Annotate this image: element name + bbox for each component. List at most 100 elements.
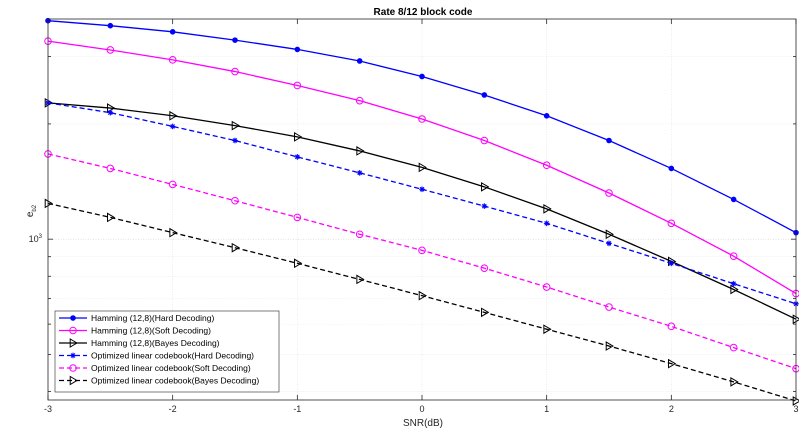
data-point	[543, 220, 550, 227]
data-point	[168, 180, 177, 189]
legend-entry: Hamming (12,8)(Bayes Decoding)	[59, 338, 220, 348]
data-point	[355, 96, 364, 105]
legend-entry: Hamming (12,8)(Soft Decoding)	[59, 326, 211, 336]
x-tick-label: -3	[44, 404, 52, 414]
series-1	[45, 17, 799, 236]
axis-ticks	[47, 19, 797, 400]
data-point	[231, 120, 240, 131]
legend-box	[54, 310, 280, 393]
y-tick-label: 103	[29, 234, 43, 244]
data-point	[107, 212, 116, 223]
data-point	[418, 246, 426, 255]
legend-label: Optimized linear codebook(Bayes Decoding…	[91, 376, 259, 386]
data-point	[481, 307, 490, 318]
data-point	[480, 136, 489, 145]
data-point	[169, 227, 178, 238]
data-point	[542, 283, 551, 291]
data-point	[69, 364, 77, 372]
data-point	[543, 112, 550, 119]
data-point	[294, 154, 301, 160]
legend-label: Hamming (12,8)(Bayes Decoding)	[91, 338, 220, 348]
y-axis-label-sub: b2	[32, 204, 38, 211]
data-point	[418, 115, 426, 123]
series-line	[47, 202, 797, 402]
data-point	[730, 376, 739, 387]
data-point	[356, 58, 363, 64]
legend-entry: Hamming (12,8)(Hard Decoding)	[59, 313, 214, 323]
legend-label: Hamming (12,8)(Soft Decoding)	[91, 326, 211, 336]
y-axis-label-base: e	[25, 211, 36, 217]
data-point	[730, 280, 737, 287]
data-point	[606, 240, 612, 247]
legend-entry: Optimized linear codebook(Bayes Decoding…	[59, 376, 259, 386]
data-point	[356, 146, 365, 156]
data-point	[294, 258, 303, 269]
data-point	[69, 326, 77, 335]
x-tick-label: 0	[419, 404, 424, 414]
legend-label: Optimized linear codebook(Hard Decoding)	[91, 351, 254, 361]
data-point	[729, 343, 738, 352]
legend-label: Hamming (12,8)(Hard Decoding)	[91, 313, 214, 323]
data-point	[44, 198, 53, 209]
data-point	[231, 242, 240, 253]
data-point	[792, 396, 799, 406]
data-point	[667, 219, 676, 228]
data-point	[605, 303, 613, 311]
data-point	[169, 28, 176, 35]
data-point	[543, 203, 552, 214]
data-point	[419, 73, 425, 80]
data-point	[542, 161, 551, 170]
x-tick-label: 3	[793, 404, 798, 414]
data-point	[232, 37, 238, 43]
y-axis-label: eb2	[25, 204, 38, 217]
data-point	[418, 290, 427, 301]
data-point	[356, 274, 365, 285]
data-point	[730, 196, 737, 203]
data-point	[70, 315, 76, 321]
data-point	[668, 260, 675, 267]
legend-entry: Optimized linear codebook(Hard Decoding)	[59, 351, 254, 361]
data-point	[106, 164, 115, 173]
x-axis-label: SNR(dB)	[403, 418, 443, 429]
x-tick-label: -1	[293, 404, 301, 414]
data-point	[605, 341, 614, 351]
data-point	[232, 137, 238, 144]
data-point	[668, 165, 675, 172]
data-point	[231, 67, 239, 76]
data-point	[481, 203, 488, 209]
data-point	[543, 324, 552, 335]
data-point	[481, 92, 488, 98]
x-tick-label: 1	[544, 404, 549, 414]
series-line	[47, 40, 797, 295]
data-point	[730, 284, 739, 295]
data-point	[69, 375, 78, 386]
data-point	[107, 103, 116, 113]
data-point	[480, 264, 489, 272]
y-tick-label-exp: 3	[39, 234, 43, 240]
data-point	[418, 162, 427, 173]
data-point	[294, 46, 301, 53]
data-point	[356, 170, 363, 176]
data-point	[729, 252, 738, 260]
x-tick-label: 2	[669, 404, 674, 414]
data-point	[169, 110, 178, 121]
x-tick-label: -2	[169, 404, 177, 414]
legend-entry: Optimized linear codebook(Soft Decoding)	[59, 363, 251, 373]
data-point	[168, 56, 177, 64]
data-point	[106, 46, 115, 54]
data-point	[107, 109, 114, 116]
series-line	[47, 153, 797, 370]
data-point	[69, 338, 78, 348]
legend: Hamming (12,8)(Hard Decoding) Hamming (12…	[54, 310, 280, 393]
data-point	[169, 123, 176, 130]
data-point	[293, 81, 302, 90]
data-point	[792, 314, 799, 325]
data-point	[107, 22, 114, 29]
svg-text:eb2: eb2	[25, 204, 38, 217]
data-point	[293, 213, 302, 222]
data-point	[606, 137, 612, 144]
chart-title: Rate 8/12 block code	[374, 7, 473, 18]
series-6	[44, 198, 799, 406]
y-tick-label-base: 10	[29, 234, 39, 244]
